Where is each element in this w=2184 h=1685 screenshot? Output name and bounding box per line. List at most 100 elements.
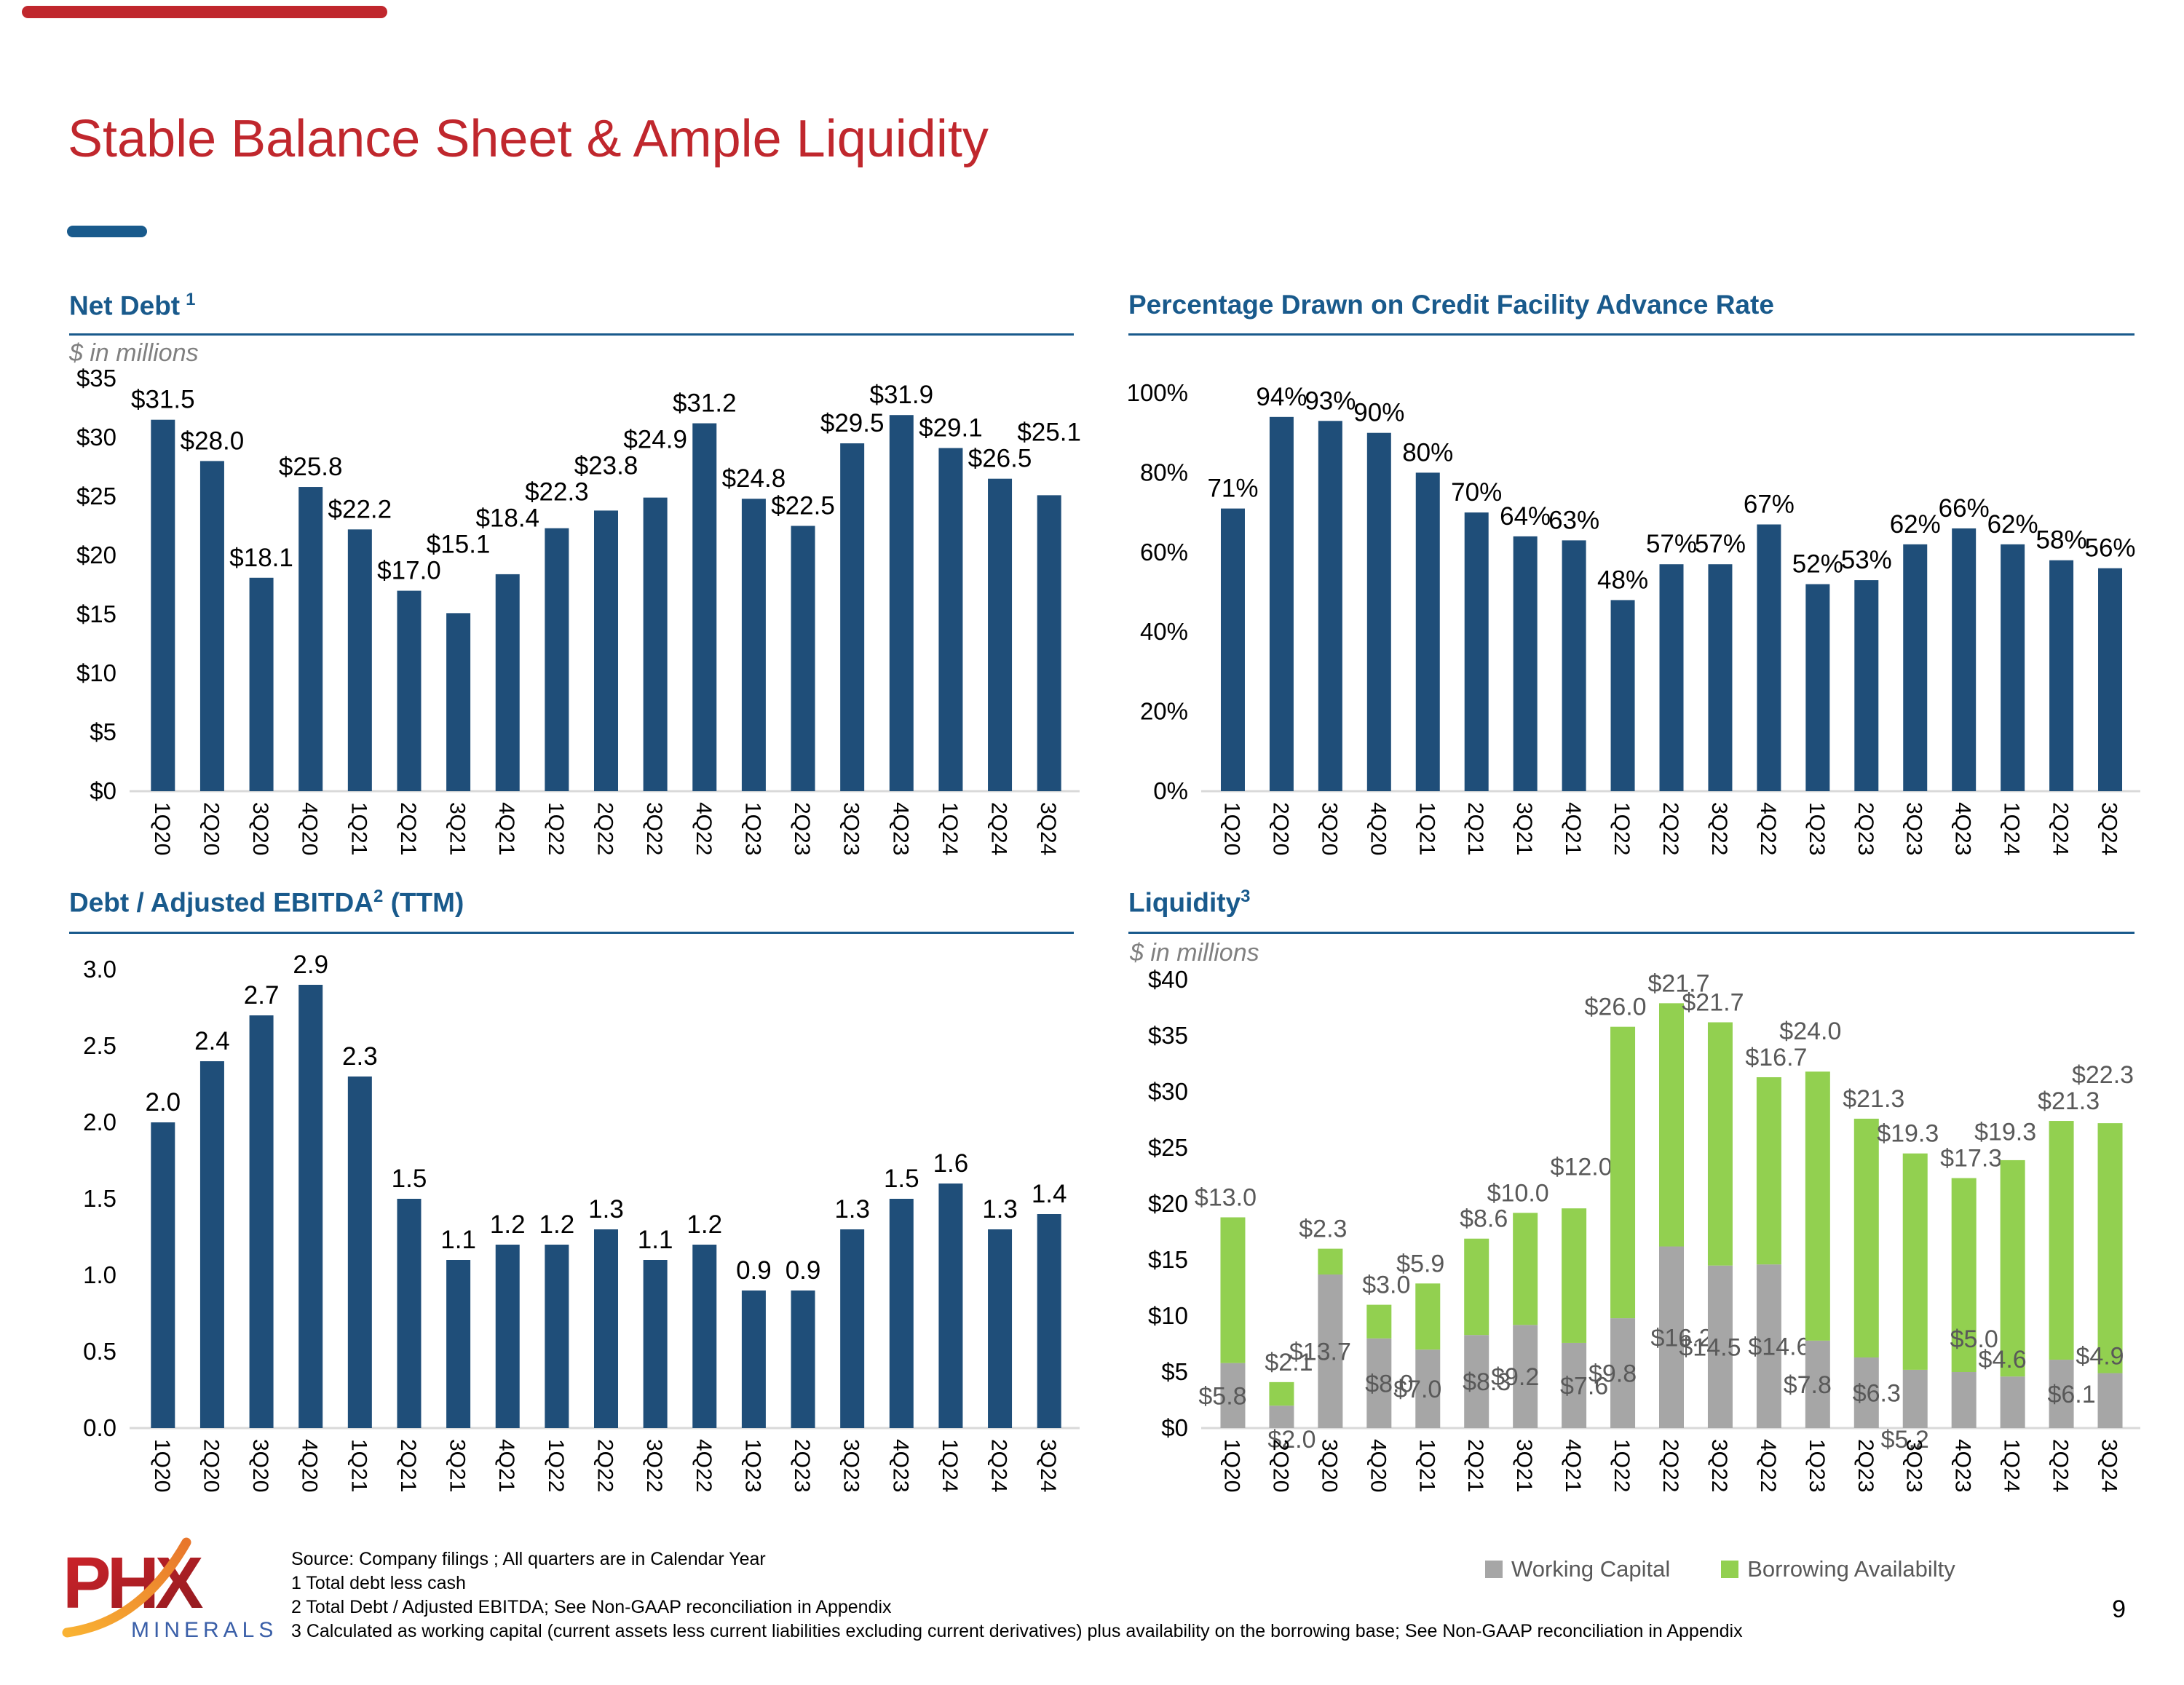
- svg-text:$19.3: $19.3: [1877, 1120, 1939, 1148]
- svg-text:$22.2: $22.2: [328, 495, 392, 523]
- svg-text:$15: $15: [1148, 1246, 1188, 1273]
- svg-text:1Q21: 1Q21: [347, 802, 371, 855]
- svg-text:2Q22: 2Q22: [1658, 1439, 1682, 1492]
- svg-text:20%: 20%: [1140, 698, 1188, 725]
- svg-text:$25: $25: [1148, 1134, 1188, 1161]
- svg-text:$28.0: $28.0: [181, 427, 245, 455]
- svg-text:3Q21: 3Q21: [446, 802, 470, 855]
- svg-text:1.4: 1.4: [1032, 1180, 1067, 1208]
- svg-text:$31.9: $31.9: [869, 381, 933, 409]
- svg-text:1Q20: 1Q20: [150, 1439, 174, 1492]
- svg-text:3Q23: 3Q23: [1902, 1439, 1926, 1492]
- svg-text:1.3: 1.3: [588, 1195, 624, 1224]
- svg-text:$5.2: $5.2: [1881, 1426, 1929, 1454]
- svg-text:1Q23: 1Q23: [1805, 1439, 1829, 1492]
- chart-title-net-debt-text: Net Debt: [69, 290, 181, 321]
- svg-text:2Q22: 2Q22: [593, 802, 617, 855]
- svg-text:1Q23: 1Q23: [740, 1439, 764, 1492]
- svg-text:2Q24: 2Q24: [2049, 1439, 2073, 1492]
- svg-text:4Q22: 4Q22: [692, 802, 716, 855]
- svg-text:3Q20: 3Q20: [248, 802, 272, 855]
- heading-rule-pct-drawn: [1128, 333, 2134, 336]
- svg-text:$29.5: $29.5: [820, 409, 885, 437]
- svg-text:$2.3: $2.3: [1299, 1216, 1347, 1243]
- svg-text:2Q23: 2Q23: [1853, 1439, 1878, 1492]
- svg-text:$2.1: $2.1: [1265, 1349, 1313, 1376]
- svg-text:$6.3: $6.3: [1853, 1379, 1901, 1407]
- svg-text:94%: 94%: [1256, 383, 1307, 411]
- svg-text:$13.0: $13.0: [1195, 1184, 1257, 1211]
- svg-text:4Q23: 4Q23: [888, 1439, 912, 1492]
- svg-text:4Q22: 4Q22: [692, 1439, 716, 1492]
- liquidity-legend: Working Capital Borrowing Availabilty: [1485, 1556, 1955, 1582]
- svg-text:$4.6: $4.6: [1979, 1346, 2027, 1373]
- units-subtitle-liquidity: $ in millions: [1130, 939, 1259, 967]
- svg-text:2Q21: 2Q21: [396, 802, 420, 855]
- svg-text:$5.9: $5.9: [1396, 1250, 1444, 1277]
- svg-text:1Q23: 1Q23: [1805, 802, 1829, 855]
- svg-text:$19.3: $19.3: [1974, 1119, 2036, 1146]
- svg-text:1.2: 1.2: [539, 1210, 575, 1239]
- svg-text:$8.0: $8.0: [1365, 1370, 1413, 1397]
- svg-text:2.0: 2.0: [83, 1109, 116, 1135]
- svg-text:3Q20: 3Q20: [1317, 1439, 1341, 1492]
- svg-text:$21.7: $21.7: [1682, 989, 1744, 1017]
- svg-text:1Q24: 1Q24: [2000, 1439, 2024, 1492]
- svg-text:$9.8: $9.8: [1588, 1360, 1637, 1388]
- chart-title-liquidity-text: Liquidity: [1128, 887, 1241, 918]
- svg-text:$4.9: $4.9: [2076, 1343, 2124, 1371]
- svg-text:2Q20: 2Q20: [1268, 802, 1292, 855]
- svg-text:3Q24: 3Q24: [1036, 802, 1060, 855]
- svg-text:1Q24: 1Q24: [938, 1439, 962, 1492]
- svg-text:1Q24: 1Q24: [938, 802, 962, 855]
- svg-text:52%: 52%: [1792, 550, 1843, 579]
- svg-text:2Q20: 2Q20: [199, 1439, 223, 1492]
- svg-text:$14.6: $14.6: [1748, 1333, 1810, 1361]
- chart-title-pct-drawn: Percentage Drawn on Credit Facility Adva…: [1128, 290, 2134, 320]
- svg-text:$0: $0: [90, 777, 116, 804]
- svg-text:$21.7: $21.7: [1647, 970, 1709, 997]
- svg-text:71%: 71%: [1207, 475, 1258, 503]
- svg-text:4Q20: 4Q20: [298, 802, 322, 855]
- svg-text:0.0: 0.0: [83, 1414, 116, 1441]
- chart-title-debt-ebitda-suffix: (TTM): [383, 887, 464, 918]
- svg-text:$14.5: $14.5: [1679, 1333, 1741, 1361]
- svg-text:$6.1: $6.1: [2047, 1381, 2095, 1408]
- svg-text:$30: $30: [76, 424, 116, 451]
- svg-text:1.2: 1.2: [687, 1210, 722, 1239]
- svg-text:2Q24: 2Q24: [987, 802, 1011, 855]
- footnotes: Source: Company filings ; All quarters a…: [291, 1547, 1743, 1644]
- svg-text:$5.0: $5.0: [1950, 1325, 1998, 1353]
- svg-text:$18.4: $18.4: [475, 504, 539, 533]
- svg-text:$16.2: $16.2: [1650, 1324, 1712, 1352]
- svg-text:2Q24: 2Q24: [987, 1439, 1011, 1492]
- svg-text:4Q20: 4Q20: [1366, 1439, 1390, 1492]
- svg-text:$18.1: $18.1: [229, 544, 293, 572]
- svg-text:2.0: 2.0: [145, 1088, 181, 1117]
- svg-text:4Q20: 4Q20: [1366, 802, 1390, 855]
- svg-text:48%: 48%: [1597, 566, 1648, 594]
- svg-text:$25: $25: [76, 483, 116, 510]
- svg-text:$16.7: $16.7: [1745, 1044, 1807, 1071]
- svg-text:2.9: 2.9: [293, 951, 328, 979]
- svg-text:2Q23: 2Q23: [1853, 802, 1878, 855]
- svg-text:93%: 93%: [1305, 386, 1356, 415]
- svg-text:$21.3: $21.3: [2038, 1087, 2100, 1115]
- legend-label-working-capital: Working Capital: [1511, 1556, 1671, 1582]
- svg-text:3Q21: 3Q21: [1512, 1439, 1536, 1492]
- svg-text:$31.2: $31.2: [673, 389, 737, 418]
- svg-text:3Q22: 3Q22: [1707, 802, 1731, 855]
- legend-item-borrowing-availability: Borrowing Availabilty: [1721, 1556, 1955, 1582]
- svg-text:$17.3: $17.3: [1940, 1145, 2002, 1173]
- svg-text:3Q21: 3Q21: [446, 1439, 470, 1492]
- svg-text:62%: 62%: [1890, 510, 1941, 539]
- svg-text:1.1: 1.1: [638, 1226, 673, 1254]
- svg-text:$15.1: $15.1: [427, 531, 491, 559]
- svg-text:40%: 40%: [1140, 618, 1188, 645]
- svg-text:60%: 60%: [1140, 539, 1188, 566]
- borrowing-availability-swatch-icon: [1721, 1561, 1739, 1578]
- svg-text:80%: 80%: [1140, 459, 1188, 485]
- svg-text:2.7: 2.7: [244, 981, 280, 1010]
